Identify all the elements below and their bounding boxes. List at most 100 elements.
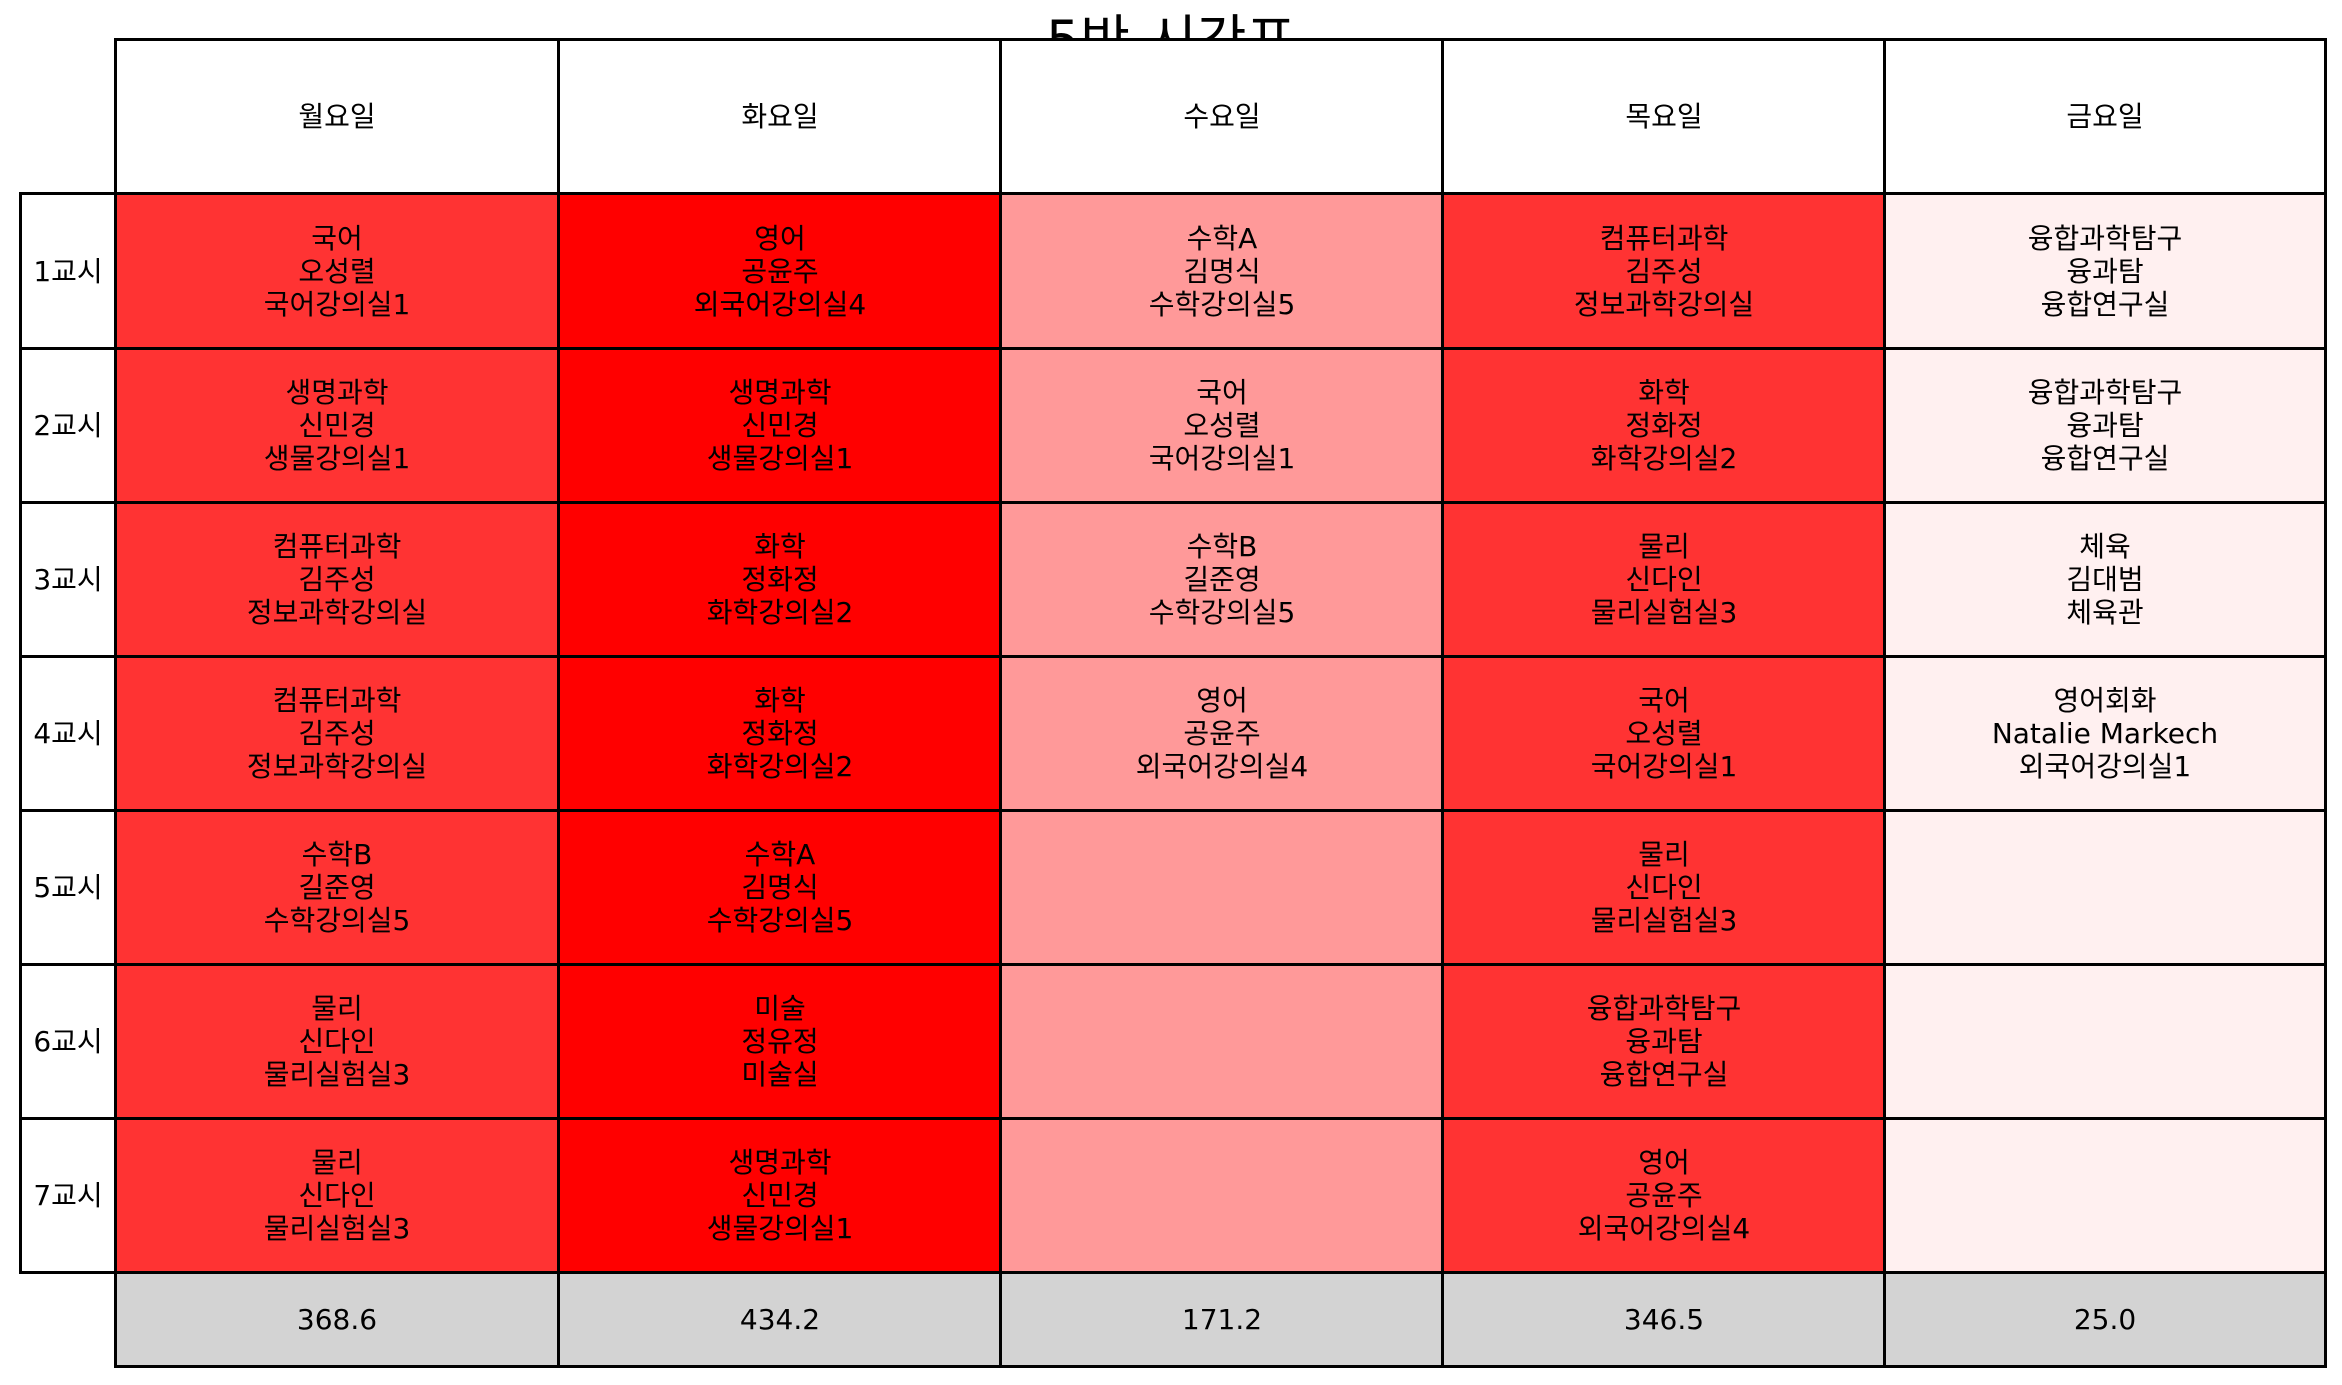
period-text: 1교시 bbox=[33, 254, 103, 288]
total-value: 368.6 bbox=[296, 1303, 378, 1336]
period-label-7: 7교시 bbox=[19, 1117, 117, 1274]
class-room: 정보과학강의실 bbox=[1573, 287, 1755, 321]
class-teacher: 신다인 bbox=[1625, 563, 1703, 596]
class-teacher: 공윤주 bbox=[1625, 1179, 1703, 1212]
class-cell-mon-4: 컴퓨터과학 김주성 정보과학강의실 bbox=[114, 655, 560, 812]
class-info: 생명과학 신민경 생물강의실1 bbox=[707, 1146, 854, 1245]
class-subject: 영어 bbox=[1196, 684, 1248, 717]
class-teacher: 김명식 bbox=[741, 871, 819, 904]
class-cell-thu-2: 화학 정화정 화학강의실2 bbox=[1441, 347, 1887, 504]
total-value: 346.5 bbox=[1623, 1303, 1705, 1336]
class-subject: 영어 bbox=[1638, 1146, 1690, 1179]
class-cell-tue-5: 수학A 김명식 수학강의실5 bbox=[557, 809, 1003, 966]
class-cell-wed-1: 수학A 김명식 수학강의실5 bbox=[999, 192, 1445, 350]
total-value: 25.0 bbox=[2073, 1303, 2137, 1336]
class-room: 외국어강의실1 bbox=[2018, 750, 2192, 783]
header-label: 금요일 bbox=[2066, 100, 2144, 133]
class-teacher: 오성렬 bbox=[1625, 717, 1703, 750]
class-subject: 생명과학 bbox=[728, 1146, 832, 1179]
class-info: 융합과학탐구 융과탐 융합연구실 bbox=[1587, 992, 1742, 1091]
class-teacher: 정화정 bbox=[1625, 409, 1703, 442]
total-monday: 368.6 bbox=[114, 1271, 560, 1368]
class-cell-tue-2: 생명과학 신민경 생물강의실1 bbox=[557, 347, 1003, 504]
class-room: 외국어강의실4 bbox=[1577, 1212, 1751, 1245]
class-cell-fri-6 bbox=[1883, 963, 2327, 1120]
class-cell-wed-4: 영어 공윤주 외국어강의실4 bbox=[999, 655, 1445, 812]
class-subject: 물리 bbox=[311, 992, 363, 1025]
class-cell-tue-1: 영어 공윤주 외국어강의실4 bbox=[557, 192, 1003, 350]
class-room: 정보과학강의실 bbox=[246, 596, 428, 629]
class-cell-tue-3: 화학 정화정 화학강의실2 bbox=[557, 501, 1003, 658]
class-teacher: 융과탐 bbox=[2066, 254, 2144, 288]
class-room: 융합연구실 bbox=[1599, 1058, 1729, 1091]
period-text: 2교시 bbox=[33, 409, 103, 442]
class-subject: 국어 bbox=[1638, 684, 1690, 717]
class-info: 물리 신다인 물리실험실3 bbox=[1591, 838, 1738, 937]
class-subject: 수학A bbox=[1186, 221, 1258, 255]
class-info: 컴퓨터과학 김주성 정보과학강의실 bbox=[247, 530, 427, 629]
header-label: 목요일 bbox=[1625, 100, 1703, 133]
class-info: 생명과학 신민경 생물강의실1 bbox=[707, 376, 854, 475]
class-room: 체육관 bbox=[2066, 596, 2144, 629]
class-teacher: 김주성 bbox=[298, 717, 376, 750]
class-cell-wed-7 bbox=[999, 1117, 1445, 1274]
class-subject: 물리 bbox=[1638, 530, 1690, 563]
class-cell-thu-3: 물리 신다인 물리실험실3 bbox=[1441, 501, 1887, 658]
period-text: 3교시 bbox=[33, 563, 103, 596]
class-room: 화학강의실2 bbox=[706, 750, 854, 783]
header-label: 월요일 bbox=[298, 100, 376, 133]
class-info: 물리 신다인 물리실험실3 bbox=[1591, 530, 1738, 629]
class-teacher: 융과탐 bbox=[1625, 1025, 1703, 1058]
class-teacher: 김명식 bbox=[1183, 254, 1261, 288]
class-subject: 컴퓨터과학 bbox=[1599, 221, 1729, 255]
class-teacher: 신민경 bbox=[298, 409, 376, 442]
class-cell-mon-6: 물리 신다인 물리실험실3 bbox=[114, 963, 560, 1120]
period-text: 6교시 bbox=[33, 1025, 103, 1058]
total-tuesday: 434.2 bbox=[557, 1271, 1003, 1368]
class-teacher: 신다인 bbox=[298, 1025, 376, 1058]
class-cell-fri-4: 영어회화 Natalie Markech 외국어강의실1 bbox=[1883, 655, 2327, 812]
class-subject: 화학 bbox=[754, 684, 806, 717]
class-info: 화학 정화정 화학강의실2 bbox=[707, 684, 854, 783]
class-cell-mon-7: 물리 신다인 물리실험실3 bbox=[114, 1117, 560, 1274]
class-room: 수학강의실5 bbox=[263, 904, 411, 937]
total-value: 434.2 bbox=[739, 1303, 821, 1336]
class-teacher: 정화정 bbox=[741, 717, 819, 750]
class-room: 물리실험실3 bbox=[263, 1212, 411, 1245]
class-subject: 융합과학탐구 bbox=[1586, 992, 1742, 1025]
class-room: 물리실험실3 bbox=[1590, 596, 1738, 629]
period-label-4: 4교시 bbox=[19, 655, 117, 812]
class-cell-thu-5: 물리 신다인 물리실험실3 bbox=[1441, 809, 1887, 966]
class-room: 정보과학강의실 bbox=[246, 750, 428, 783]
class-cell-fri-1: 융합과학탐구 융과탐 융합연구실 bbox=[1883, 192, 2327, 350]
class-info: 수학A 김명식 수학강의실5 bbox=[707, 838, 854, 937]
class-teacher: 오성렬 bbox=[1183, 409, 1261, 442]
class-cell-wed-6 bbox=[999, 963, 1445, 1120]
class-subject: 컴퓨터과학 bbox=[272, 530, 402, 563]
class-info: 영어회화 Natalie Markech 외국어강의실1 bbox=[1992, 684, 2218, 783]
class-teacher: Natalie Markech bbox=[1991, 717, 2219, 750]
class-room: 물리실험실3 bbox=[263, 1058, 411, 1091]
header-friday: 금요일 bbox=[1883, 38, 2327, 195]
class-subject: 물리 bbox=[311, 1146, 363, 1179]
class-subject: 융합과학탐구 bbox=[2027, 376, 2183, 409]
class-info: 영어 공윤주 외국어강의실4 bbox=[1578, 1146, 1750, 1245]
class-subject: 미술 bbox=[754, 992, 806, 1025]
header-thursday: 목요일 bbox=[1441, 38, 1887, 195]
class-room: 생물강의실1 bbox=[706, 442, 854, 475]
class-room: 미술실 bbox=[741, 1058, 819, 1091]
class-info: 융합과학탐구 융과탐 융합연구실 bbox=[2028, 222, 2183, 321]
class-teacher: 융과탐 bbox=[2066, 409, 2144, 442]
class-info: 국어 오성렬 국어강의실1 bbox=[1591, 684, 1738, 783]
class-room: 수학강의실5 bbox=[706, 904, 854, 937]
period-text: 7교시 bbox=[33, 1179, 103, 1212]
class-info: 화학 정화정 화학강의실2 bbox=[707, 530, 854, 629]
class-teacher: 정유정 bbox=[741, 1025, 819, 1058]
class-subject: 국어 bbox=[1196, 376, 1248, 409]
class-room: 국어강의실1 bbox=[263, 287, 411, 321]
class-info: 수학A 김명식 수학강의실5 bbox=[1149, 222, 1296, 321]
header-label: 화요일 bbox=[741, 100, 819, 133]
class-teacher: 공윤주 bbox=[741, 254, 819, 288]
class-cell-mon-2: 생명과학 신민경 생물강의실1 bbox=[114, 347, 560, 504]
class-info: 국어 오성렬 국어강의실1 bbox=[264, 222, 411, 321]
